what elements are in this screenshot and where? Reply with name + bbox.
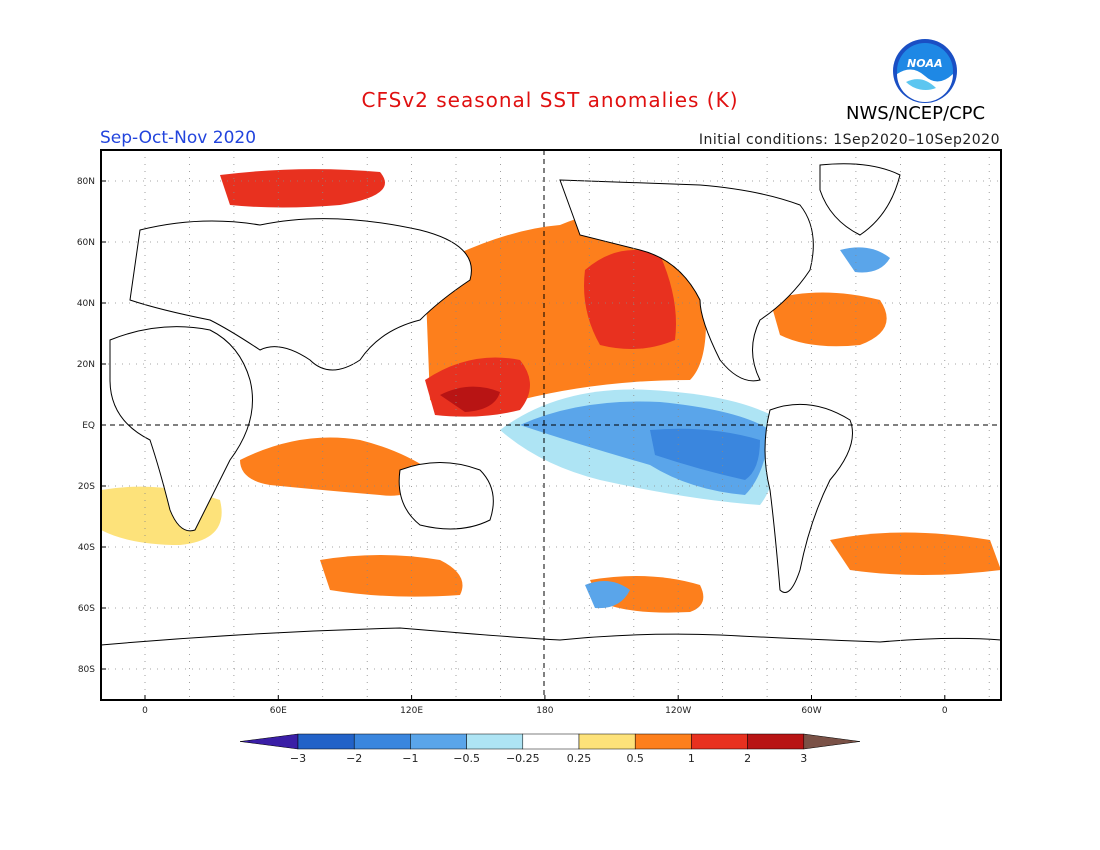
colorbar-segment [578, 733, 636, 750]
longitude-label: 0 [942, 706, 948, 716]
colorbar-segment [353, 733, 411, 750]
southern-ocean-anomaly-orange-1 [320, 555, 463, 597]
latitude-label: 20S [78, 482, 95, 492]
colorbar-tick-label: −3 [290, 752, 306, 765]
latitude-label: EQ [82, 421, 95, 431]
initial-conditions-label: Initial conditions: 1Sep2020–10Sep2020 [698, 132, 1000, 148]
colorbar-segment [634, 733, 692, 750]
africa-landmass [109, 326, 253, 532]
antarctica-landmass [101, 627, 1001, 700]
longitude-label: 120W [665, 706, 691, 716]
logo-lettering: NOAA [907, 57, 943, 70]
latitude-label: 60N [77, 238, 95, 248]
longitude-label: 60E [270, 706, 287, 716]
longitude-axis: 0 60E 120E 180 120W 60W 0 [142, 695, 948, 716]
latitude-label: 40S [78, 543, 95, 553]
north-america-landmass [559, 179, 814, 382]
greenland-landmass [819, 163, 901, 236]
continents [101, 163, 1001, 700]
longitude-label: 180 [536, 706, 553, 716]
graticule [101, 150, 1001, 700]
organization-label: NWS/NCEP/CPC [846, 103, 986, 124]
colorbar-segment [522, 733, 580, 750]
colorbar-tick-label: −1 [402, 752, 418, 765]
colorbar: −3 −2 −1 −0.5 −0.25 0.25 0.5 1 2 3 [239, 733, 861, 765]
north-pacific-anomaly-red [584, 250, 676, 349]
colorbar-segment [410, 733, 467, 750]
colorbar-segment [691, 733, 748, 750]
southern-ocean-anomaly-orange-3 [830, 532, 1001, 575]
south-america-landmass [764, 403, 853, 593]
indian-ocean-anomaly-orange [240, 437, 430, 496]
colorbar-tick-label: 2 [744, 752, 751, 765]
latitude-label: 80N [77, 177, 95, 187]
latitude-label: 20N [77, 360, 95, 370]
north-atlantic-anomaly-blue [840, 247, 890, 273]
colorbar-min-arrow [239, 733, 299, 750]
colorbar-tick-label: 3 [800, 752, 807, 765]
latitude-label: 40N [77, 299, 95, 309]
latitude-label: 60S [78, 604, 95, 614]
west-pacific-anomaly-dark [440, 386, 500, 412]
colorbar-tick-label: 1 [688, 752, 695, 765]
southern-ocean-anomaly-blue [585, 581, 630, 609]
colorbar-max-arrow [803, 733, 861, 750]
equatorial-pacific-anomaly-deepblue [650, 428, 760, 480]
north-atlantic-anomaly-orange [770, 292, 887, 347]
colorbar-segment [747, 733, 805, 750]
colorbar-tick-label: −0.25 [506, 752, 540, 765]
longitude-label: 0 [142, 706, 148, 716]
arctic-anomaly-red [220, 169, 385, 208]
longitude-label: 60W [801, 706, 821, 716]
colorbar-tick-label: 0.5 [626, 752, 644, 765]
australia-landmass [398, 462, 494, 530]
colorbar-tick-label: −2 [346, 752, 362, 765]
season-label: Sep-Oct-Nov 2020 [100, 128, 257, 148]
colorbar-segment [466, 733, 524, 750]
eurasia-landmass [129, 218, 472, 371]
longitude-label: 120E [400, 706, 423, 716]
latitude-axis: 80N 60N 40N 20N EQ 20S 40S 60S 80S [77, 177, 106, 675]
latitude-label: 80S [78, 665, 95, 675]
noaa-logo-icon [893, 39, 957, 103]
colorbar-tick-label: 0.25 [567, 752, 592, 765]
colorbar-segment [297, 733, 355, 750]
colorbar-tick-label: −0.5 [453, 752, 480, 765]
map-title: CFSv2 seasonal SST anomalies (K) [361, 88, 739, 112]
